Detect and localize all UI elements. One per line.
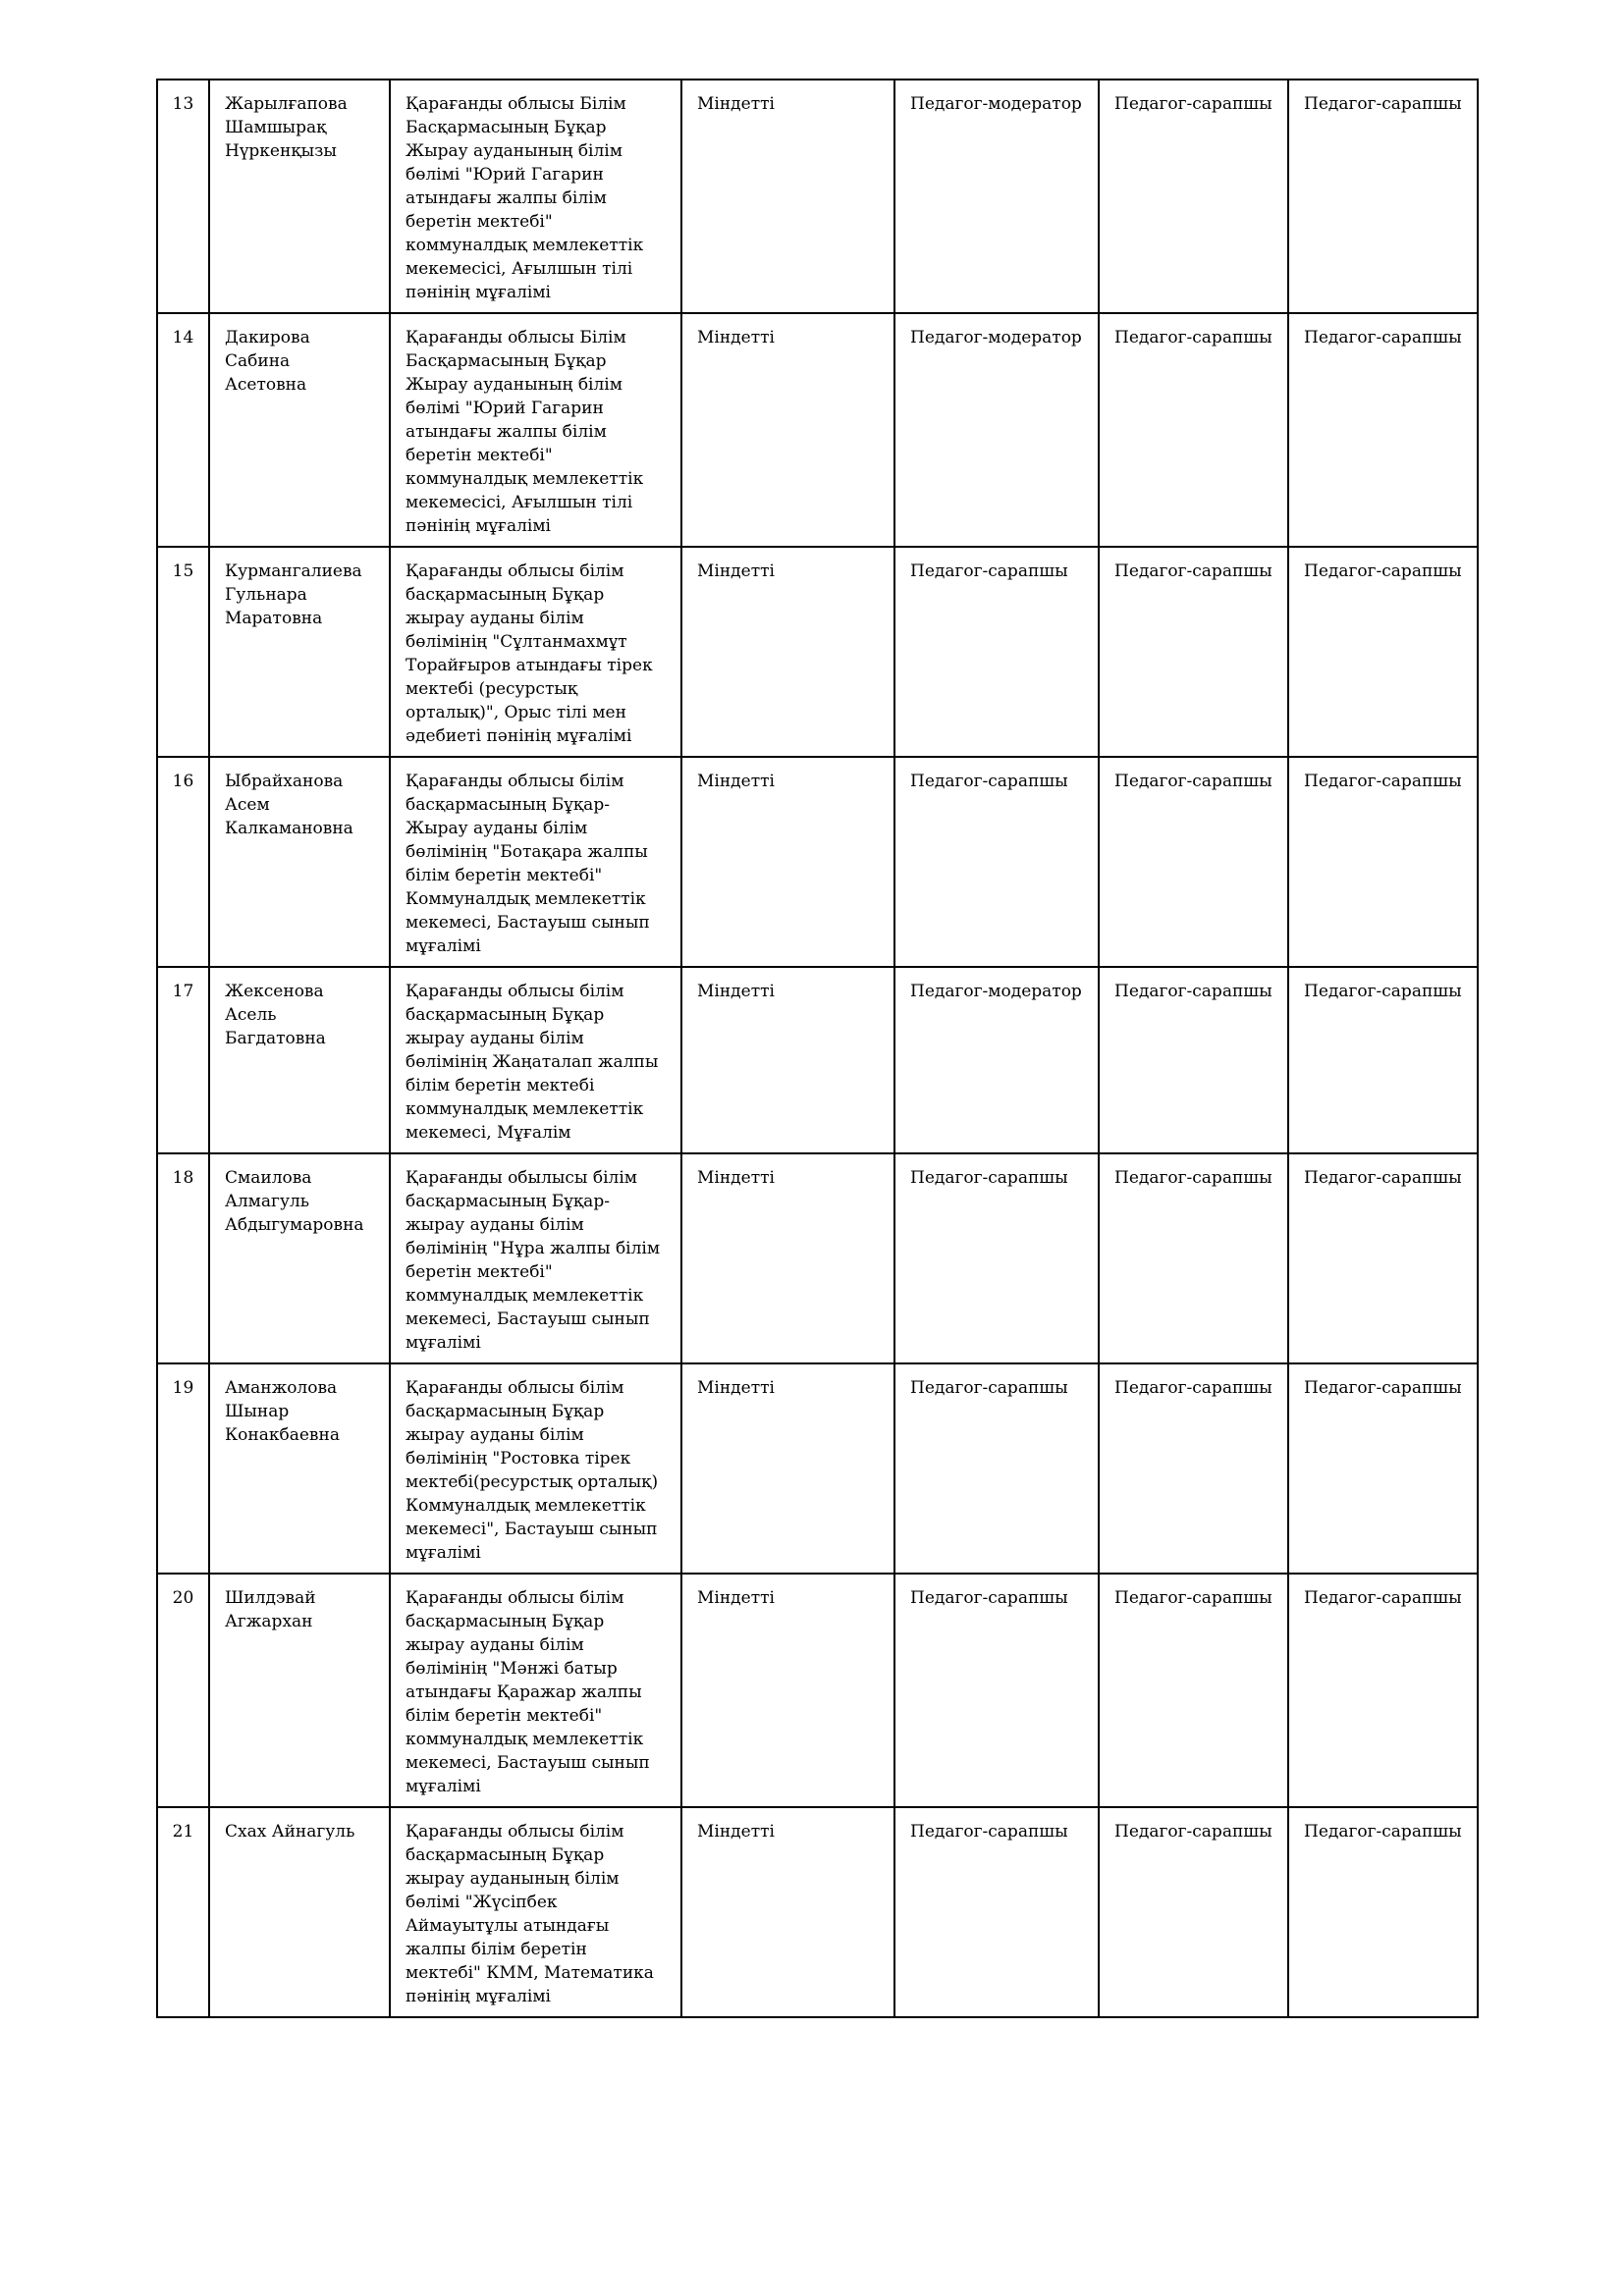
workplace-cell: Қарағанды облысы білім басқармасының Бұқ… [389,546,682,758]
workplace-cell: Қарағанды облысы Білім Басқармасының Бұқ… [389,312,682,548]
claimed-category-cell: Педагог-сарапшы [1098,966,1289,1154]
row-number-cell: 16 [156,756,210,968]
current-category-cell: Педагог-сарапшы [893,1152,1100,1364]
table-row: 16 Ыбрайханова Асем Калкамановна Қарағанды… [156,756,1479,968]
claimed-category-cell: Педагог-сарапшы [1098,756,1289,968]
attestation-type-cell: Міндетті [680,1152,895,1364]
table-row: 18 Смаилова Алмагуль Абдыгумаровна Қараған… [156,1152,1479,1364]
teacher-name-cell: Дакирова Сабина Асетовна [208,312,391,548]
teacher-name-cell: Аманжолова Шынар Конакбаевна [208,1362,391,1575]
attestation-type-cell: Міндетті [680,966,895,1154]
table-row: 14 Дакирова Сабина Асетовна Қарағанды облы… [156,312,1479,548]
current-category-cell: Педагог-модератор [893,966,1100,1154]
attestation-type-cell: Міндетті [680,1806,895,2018]
claimed-category-cell: Педагог-сарапшы [1098,79,1289,314]
teacher-name-cell: Курмангалиева Гульнара Маратовна [208,546,391,758]
current-category-cell: Педагог-сарапшы [893,1362,1100,1575]
current-category-cell: Педагог-сарапшы [893,1806,1100,2018]
row-number-cell: 18 [156,1152,210,1364]
row-number-cell: 20 [156,1573,210,1808]
assigned-category-cell: Педагог-сарапшы [1287,1573,1479,1808]
workplace-cell: Қарағанды облысы білім басқармасының Бұқ… [389,966,682,1154]
row-number-cell: 15 [156,546,210,758]
assigned-category-cell: Педагог-сарапшы [1287,1152,1479,1364]
workplace-cell: Қарағанды облысы білім басқармасының Бұқ… [389,756,682,968]
row-number-cell: 17 [156,966,210,1154]
claimed-category-cell: Педагог-сарапшы [1098,1573,1289,1808]
assigned-category-cell: Педагог-сарапшы [1287,1362,1479,1575]
table-row: 20 Шилдэвай Агжархан Қарағанды облысы білі… [156,1573,1479,1808]
claimed-category-cell: Педагог-сарапшы [1098,1806,1289,2018]
table-row: 19 Аманжолова Шынар Конакбаевна Қарағанды … [156,1362,1479,1575]
assigned-category-cell: Педагог-сарапшы [1287,79,1479,314]
current-category-cell: Педагог-модератор [893,312,1100,548]
claimed-category-cell: Педагог-сарапшы [1098,1362,1289,1575]
teacher-name-cell: Ыбрайханова Асем Калкамановна [208,756,391,968]
assigned-category-cell: Педагог-сарапшы [1287,1806,1479,2018]
current-category-cell: Педагог-сарапшы [893,1573,1100,1808]
assigned-category-cell: Педагог-сарапшы [1287,546,1479,758]
assigned-category-cell: Педагог-сарапшы [1287,756,1479,968]
table-body: 13 Жарылғапова Шамшырақ Нүркенқызы Қараған… [156,79,1479,2018]
claimed-category-cell: Педагог-сарапшы [1098,312,1289,548]
assigned-category-cell: Педагог-сарапшы [1287,312,1479,548]
table-row: 15 Курмангалиева Гульнара Маратовна Қараға… [156,546,1479,758]
teacher-name-cell: Жексенова Асель Багдатовна [208,966,391,1154]
current-category-cell: Педагог-сарапшы [893,756,1100,968]
workplace-cell: Қарағанды облысы білім басқармасының Бұқ… [389,1806,682,2018]
teacher-name-cell: Смаилова Алмагуль Абдыгумаровна [208,1152,391,1364]
teacher-name-cell: Схах Айнагуль [208,1806,391,2018]
current-category-cell: Педагог-сарапшы [893,546,1100,758]
current-category-cell: Педагог-модератор [893,79,1100,314]
attestation-type-cell: Міндетті [680,756,895,968]
row-number-cell: 13 [156,79,210,314]
table-row: 21 Схах Айнагуль Қарағанды облысы білім ба… [156,1806,1479,2018]
teacher-name-cell: Шилдэвай Агжархан [208,1573,391,1808]
row-number-cell: 21 [156,1806,210,2018]
teachers-table: 13 Жарылғапова Шамшырақ Нүркенқызы Қараған… [156,79,1479,2018]
attestation-type-cell: Міндетті [680,1362,895,1575]
workplace-cell: Қарағанды обылысы білім басқармасының Бұ… [389,1152,682,1364]
workplace-cell: Қарағанды облысы білім басқармасының Бұқ… [389,1362,682,1575]
assigned-category-cell: Педагог-сарапшы [1287,966,1479,1154]
attestation-type-cell: Міндетті [680,1573,895,1808]
attestation-type-cell: Міндетті [680,312,895,548]
workplace-cell: Қарағанды облысы Білім Басқармасының Бұқ… [389,79,682,314]
teacher-name-cell: Жарылғапова Шамшырақ Нүркенқызы [208,79,391,314]
row-number-cell: 19 [156,1362,210,1575]
attestation-type-cell: Міндетті [680,546,895,758]
table-row: 13 Жарылғапова Шамшырақ Нүркенқызы Қараған… [156,79,1479,314]
claimed-category-cell: Педагог-сарапшы [1098,1152,1289,1364]
claimed-category-cell: Педагог-сарапшы [1098,546,1289,758]
workplace-cell: Қарағанды облысы білім басқармасының Бұқ… [389,1573,682,1808]
row-number-cell: 14 [156,312,210,548]
table-row: 17 Жексенова Асель Багдатовна Қарағанды об… [156,966,1479,1154]
attestation-type-cell: Міндетті [680,79,895,314]
